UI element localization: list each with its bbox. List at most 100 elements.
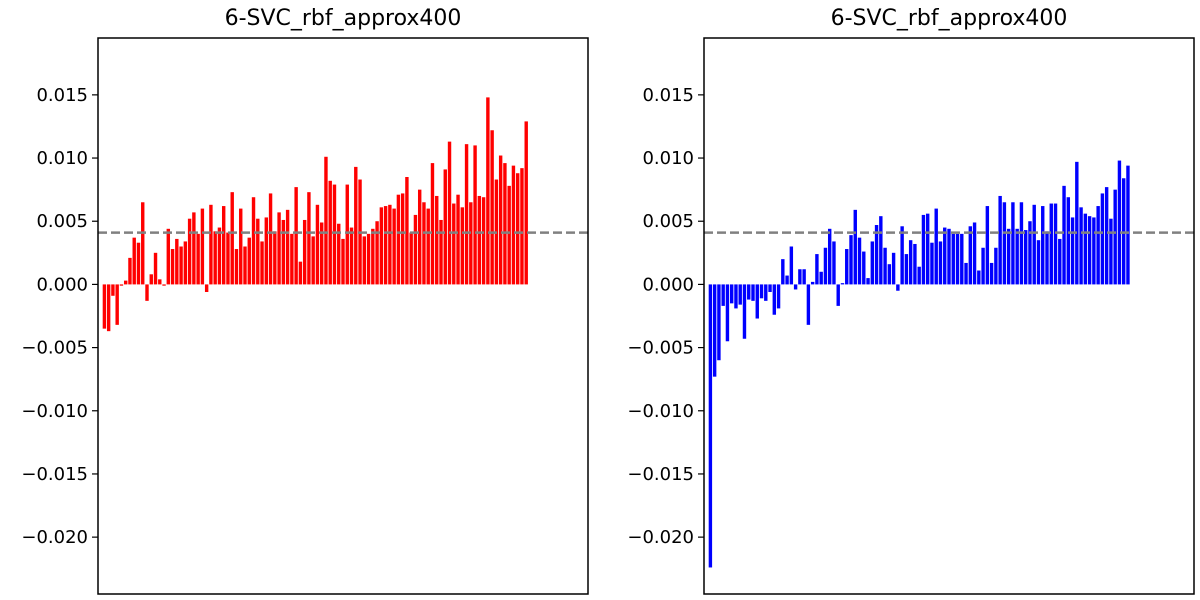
- left-bar-45: [294, 187, 298, 285]
- left-bar-95: [507, 185, 511, 285]
- right-ytick-label-1: 0.010: [642, 148, 694, 169]
- left-bar-56: [341, 238, 345, 285]
- right-bar-84: [1066, 197, 1071, 285]
- right-bar-41: [883, 247, 887, 285]
- left-bar-85: [464, 144, 469, 285]
- right-bar-90: [1092, 217, 1096, 285]
- left-bar-91: [490, 130, 494, 285]
- left-bar-82: [452, 203, 456, 285]
- left-bar-16: [170, 249, 175, 285]
- right-bar-2: [717, 284, 721, 361]
- right-bar-56: [947, 228, 951, 285]
- left-bar-20: [187, 218, 192, 285]
- right-bar-12: [759, 284, 764, 299]
- right-bar-40: [879, 216, 883, 285]
- right-bar-49: [917, 266, 921, 285]
- left-bar-34: [247, 237, 251, 285]
- right-bar-35: [857, 237, 862, 285]
- right-bar-9: [747, 284, 751, 300]
- left-bar-72: [409, 232, 413, 285]
- right-bar-52: [930, 242, 934, 285]
- left-bar-98: [520, 168, 524, 285]
- left-bar-54: [332, 184, 337, 285]
- left-bar-18: [179, 246, 183, 285]
- right-ytick-label-3: 0.000: [642, 274, 694, 295]
- left-bar-86: [469, 202, 473, 285]
- right-ytick-label-4: −0.005: [627, 338, 694, 359]
- right-bar-58: [955, 233, 960, 285]
- right-bar-69: [1002, 202, 1007, 285]
- right-bar-96: [1117, 160, 1122, 285]
- left-bar-71: [405, 177, 409, 285]
- left-bar-0: [102, 284, 107, 329]
- left-bar-66: [383, 206, 388, 285]
- left-bar-14: [162, 284, 166, 286]
- right-bar-1: [712, 284, 717, 377]
- left-bar-26: [213, 231, 217, 285]
- left-bar-2: [111, 284, 115, 296]
- right-bar-85: [1070, 217, 1075, 285]
- left-bar-99: [524, 121, 528, 285]
- right-bar-4: [725, 284, 730, 342]
- left-bar-19: [183, 241, 188, 285]
- right-bar-77: [1036, 240, 1041, 285]
- left-bar-41: [277, 212, 281, 285]
- right-bar-92: [1100, 193, 1105, 285]
- right-ytick-label-2: 0.005: [642, 211, 694, 232]
- right-bar-33: [849, 235, 853, 285]
- right-bar-51: [925, 213, 930, 285]
- left-bar-28: [221, 206, 226, 285]
- left-bar-23: [200, 208, 205, 285]
- right-bar-46: [904, 254, 909, 285]
- left-bar-73: [413, 214, 418, 285]
- right-bar-15: [772, 284, 777, 315]
- left-bar-59: [354, 166, 358, 285]
- left-bar-44: [290, 233, 294, 285]
- left-bars: [102, 97, 528, 332]
- left-bar-61: [362, 236, 367, 285]
- right-bar-72: [1015, 228, 1019, 285]
- right-bar-26: [819, 271, 823, 285]
- right-bar-38: [870, 241, 875, 285]
- left-bar-93: [498, 155, 503, 285]
- left-bar-88: [477, 195, 482, 285]
- right-bar-24: [810, 281, 815, 285]
- left-bar-74: [417, 189, 422, 285]
- right-bar-7: [738, 284, 742, 305]
- left-bar-37: [260, 241, 264, 285]
- right-ytick-label-5: −0.010: [627, 401, 694, 422]
- left-bar-7: [132, 237, 136, 285]
- right-bar-21: [798, 269, 802, 285]
- left-bar-8: [136, 242, 141, 285]
- right-bar-67: [994, 247, 998, 285]
- right-bar-70: [1006, 228, 1011, 285]
- right-bar-89: [1087, 216, 1092, 285]
- right-bar-47: [908, 240, 913, 285]
- left-bar-47: [302, 219, 307, 285]
- left-ytick-label-0: 0.015: [36, 85, 88, 106]
- left-bar-89: [481, 197, 486, 285]
- left-bar-36: [256, 218, 260, 285]
- left-ytick-label-5: −0.010: [21, 401, 88, 422]
- right-y-axis: 0.015 0.010 0.005 0.000 −0.005 −0.010 −0.015 −0…: [627, 85, 704, 548]
- left-bar-94: [503, 163, 507, 285]
- left-bar-51: [319, 222, 324, 285]
- right-bar-31: [840, 283, 845, 285]
- right-bar-57: [951, 233, 955, 285]
- left-ytick-label-2: 0.005: [36, 211, 88, 232]
- left-bar-38: [264, 217, 269, 285]
- right-bar-86: [1075, 161, 1079, 285]
- left-bar-6: [128, 257, 132, 285]
- right-bar-91: [1096, 206, 1100, 285]
- left-bar-68: [392, 208, 396, 285]
- left-bar-31: [234, 249, 239, 285]
- right-ytick-label-0: 0.015: [642, 85, 694, 106]
- right-bar-36: [862, 251, 866, 285]
- left-bar-62: [366, 233, 371, 285]
- right-bar-93: [1104, 187, 1109, 285]
- left-bar-75: [422, 202, 426, 285]
- left-bar-53: [328, 180, 332, 285]
- left-ytick-label-6: −0.015: [21, 464, 88, 485]
- right-bar-61: [968, 226, 973, 285]
- right-bar-83: [1062, 185, 1066, 285]
